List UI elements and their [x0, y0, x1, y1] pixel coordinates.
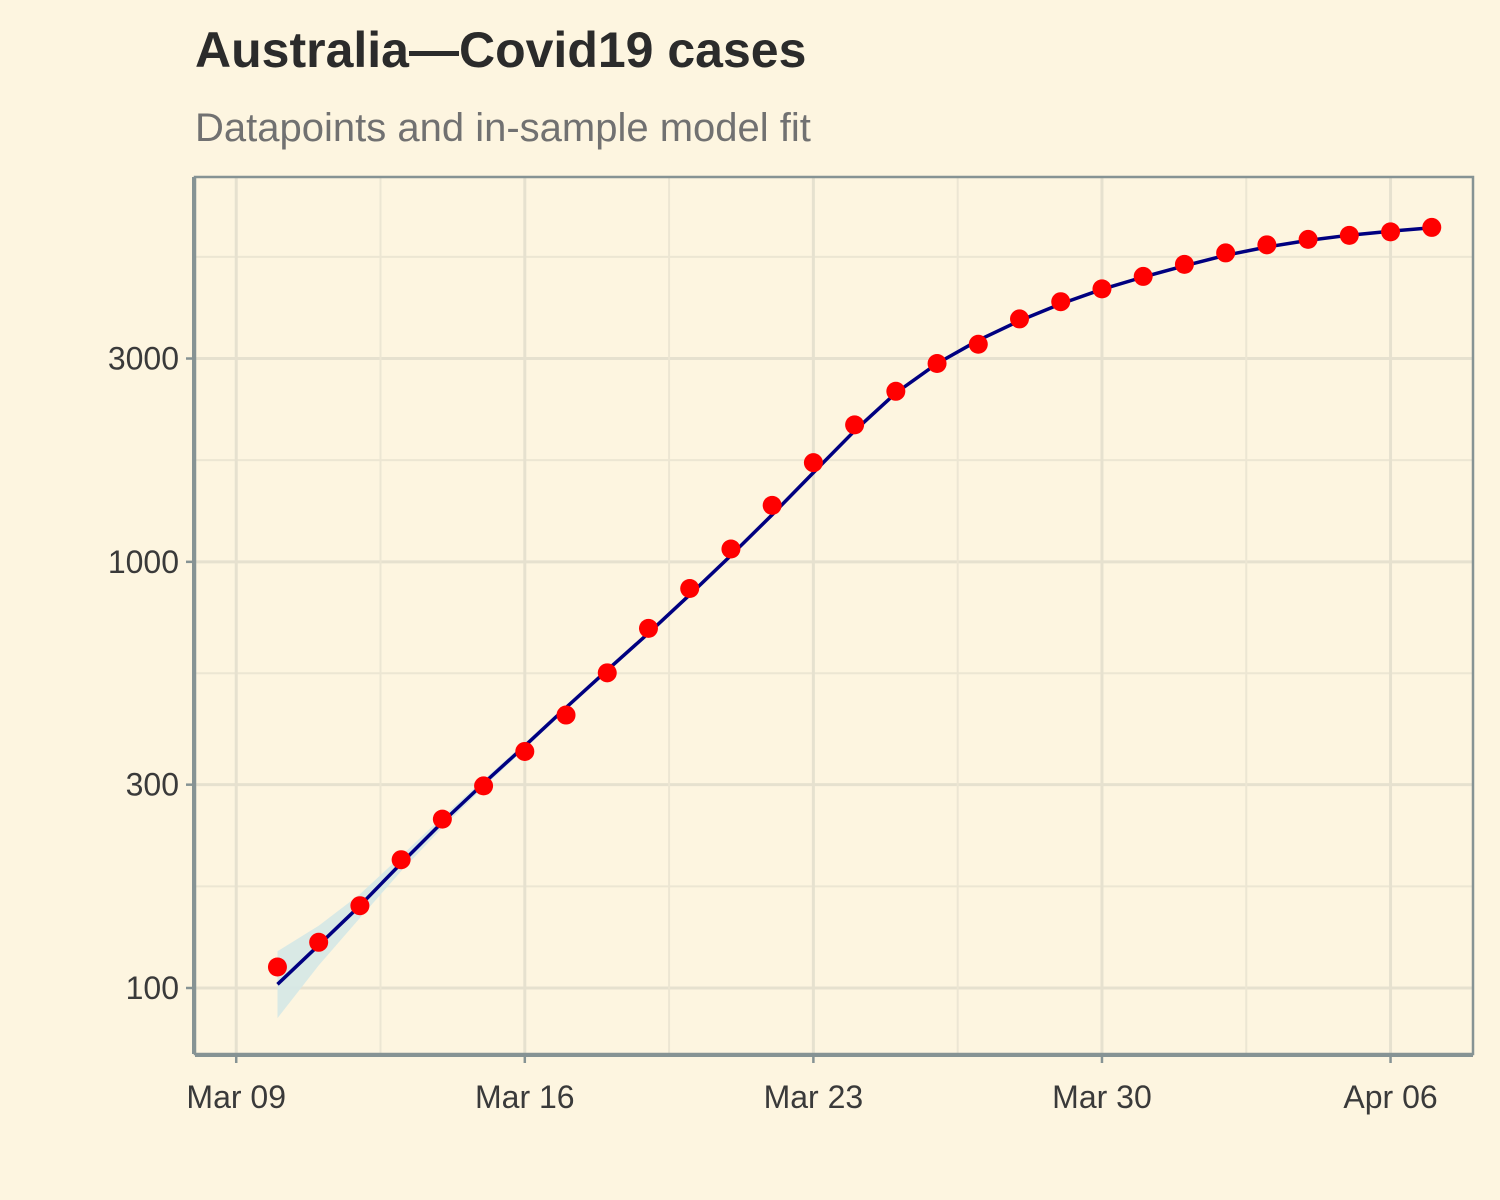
data-point — [680, 578, 700, 598]
data-point — [803, 453, 823, 473]
data-point — [1133, 266, 1153, 286]
data-point — [968, 334, 988, 354]
chart-title: Australia—Covid19 cases — [195, 22, 806, 78]
data-point — [1257, 235, 1277, 255]
data-point — [267, 957, 287, 977]
data-point — [1422, 217, 1442, 237]
axes — [192, 175, 1475, 1057]
data-point — [845, 415, 865, 435]
x-tick-label: Apr 06 — [1343, 1079, 1437, 1115]
data-point — [638, 618, 658, 638]
data-point — [391, 850, 411, 870]
y-tick-label: 1000 — [108, 544, 179, 580]
data-point — [1010, 309, 1030, 329]
y-tick-label: 100 — [126, 970, 179, 1006]
x-tick-label: Mar 23 — [764, 1079, 864, 1115]
data-point — [556, 705, 576, 725]
data-point — [886, 381, 906, 401]
y-tick-label: 300 — [126, 767, 179, 803]
data-point — [597, 663, 617, 683]
x-tick-label: Mar 30 — [1052, 1079, 1152, 1115]
data-point — [1174, 254, 1194, 274]
data-point — [762, 495, 782, 515]
x-tick-label: Mar 16 — [475, 1079, 575, 1115]
y-tick-label: 3000 — [108, 341, 179, 377]
data-point — [309, 932, 329, 952]
data-point — [1092, 279, 1112, 299]
grid — [195, 177, 1473, 1054]
data-point — [927, 354, 947, 374]
x-tick-label: Mar 09 — [186, 1079, 286, 1115]
data-point — [350, 896, 370, 916]
data-point — [1381, 222, 1401, 242]
data-point — [721, 539, 741, 559]
data-point — [515, 741, 535, 761]
data-point — [1339, 225, 1359, 245]
data-points — [267, 217, 1442, 977]
data-point — [432, 809, 452, 829]
x-axis-ticks: Mar 09 Mar 16 Mar 23 Mar 30 Apr 06 — [186, 1054, 1438, 1115]
data-point — [1298, 229, 1318, 249]
chart-subtitle: Datapoints and in-sample model fit — [195, 106, 811, 150]
data-point — [474, 776, 494, 796]
data-point — [1216, 243, 1236, 263]
data-point — [1051, 292, 1071, 312]
y-axis-ticks: 100 300 1000 3000 — [108, 341, 195, 1006]
